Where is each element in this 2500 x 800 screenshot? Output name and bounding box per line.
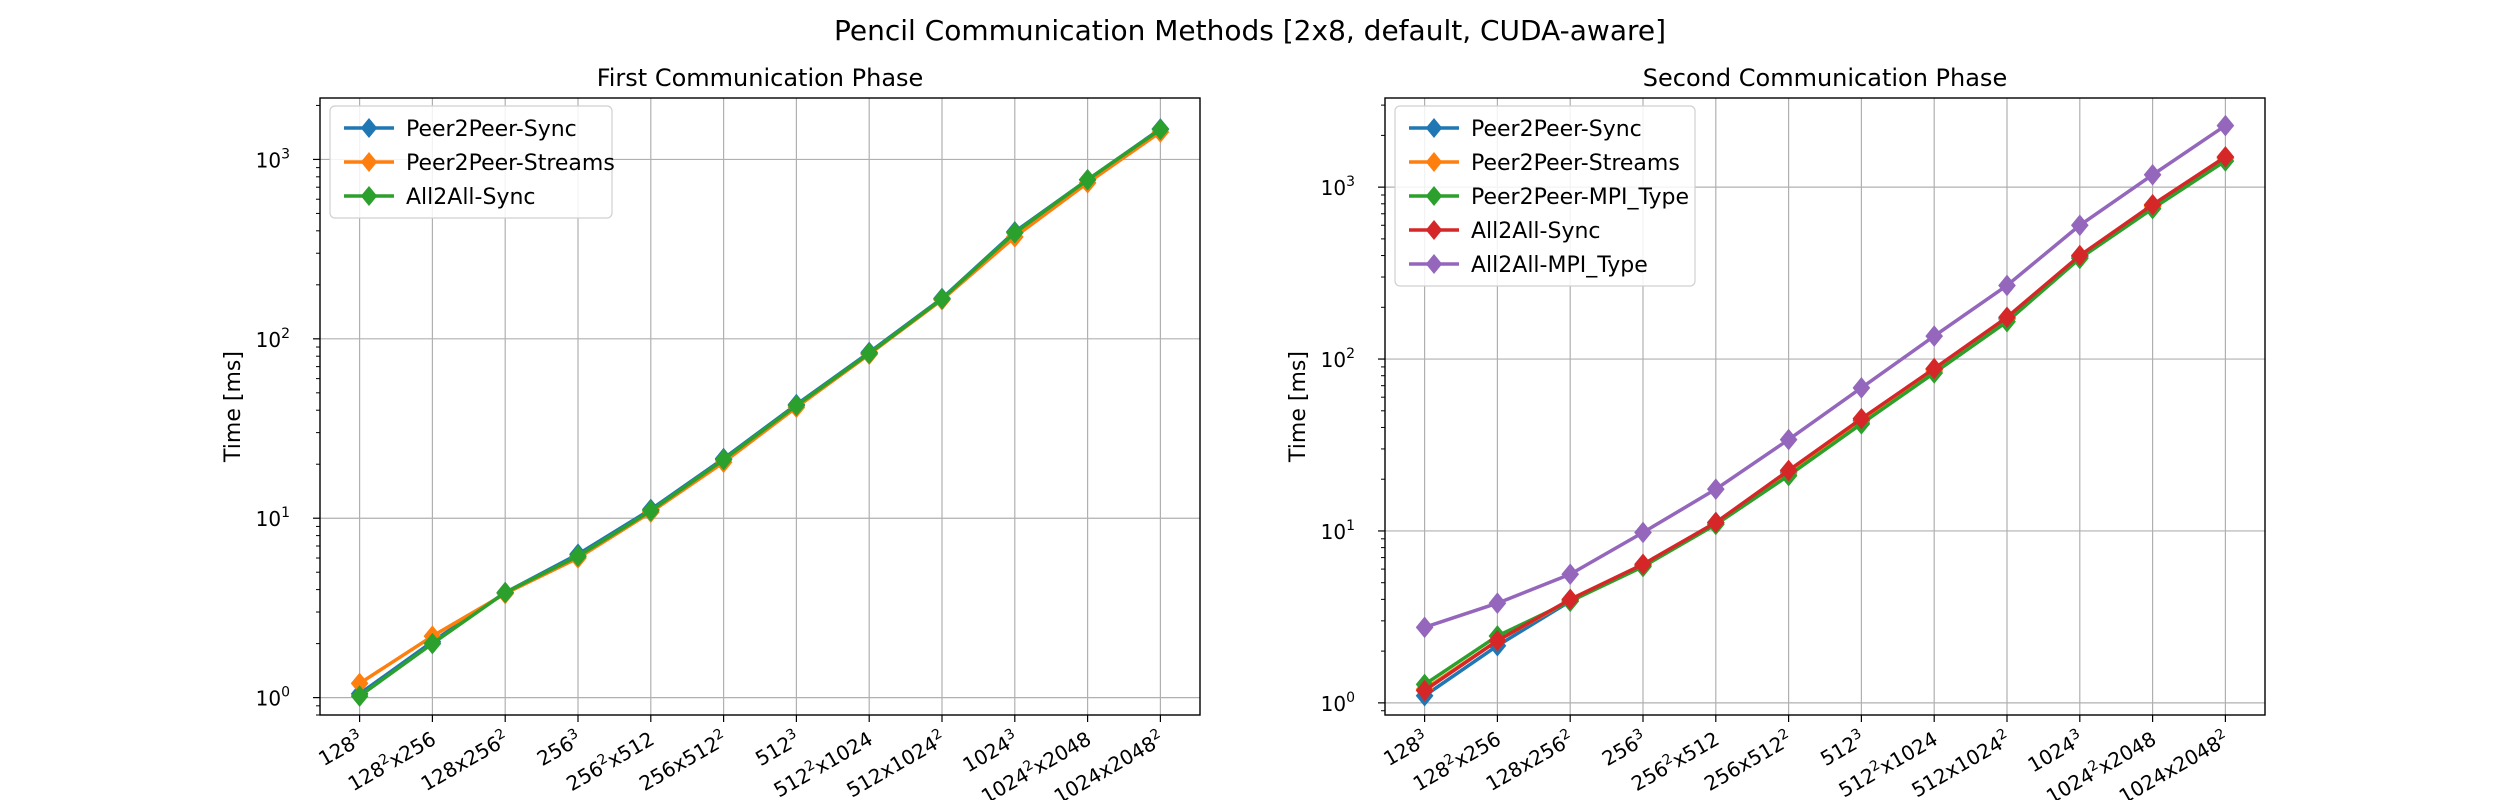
legend-box — [329, 105, 613, 219]
data-point — [1998, 274, 2016, 297]
data-point — [1706, 478, 1725, 500]
x-tick-label: 1283 — [314, 726, 367, 771]
series-all2all-mpi-type — [1415, 114, 2235, 639]
data-point — [2216, 114, 2235, 137]
legend-label: All2All-Sync — [406, 185, 536, 210]
data-point — [423, 632, 442, 655]
data-point — [1634, 521, 1652, 544]
legend-marker — [1425, 186, 1443, 206]
data-point — [350, 685, 369, 707]
legend-label: Peer2Peer-Streams — [1471, 151, 1680, 176]
y-tick-label: 103 — [256, 146, 290, 172]
data-point — [641, 500, 660, 522]
data-point — [1998, 306, 2016, 329]
data-point — [1706, 511, 1725, 534]
legend: Peer2Peer-Sync Peer2Peer-Streams Peer2Peer… — [1394, 105, 1696, 287]
legend-marker — [1425, 118, 1443, 138]
data-point — [2143, 163, 2162, 186]
x-tick-label: 2563 — [532, 726, 585, 771]
legend-marker — [360, 186, 378, 206]
data-point — [496, 581, 515, 604]
data-point — [714, 448, 733, 471]
legend: Peer2Peer-Sync Peer2Peer-Streams All2All-S… — [329, 105, 615, 219]
axes-frame — [319, 97, 1201, 716]
x-tick-label: 5123 — [1816, 726, 1869, 771]
series-all2all-sync — [1415, 146, 2235, 702]
chart-title: Second Communication Phase — [1643, 64, 2007, 92]
series-line — [1423, 155, 2227, 692]
chart-title: First Communication Phase — [597, 64, 924, 92]
legend-marker — [1425, 220, 1443, 240]
y-tick-label: 102 — [256, 326, 290, 352]
data-point — [1415, 679, 1434, 702]
legend-label: Peer2Peer-MPI_Type — [1471, 185, 1689, 210]
legend-marker — [1425, 152, 1443, 172]
data-point — [1488, 592, 1507, 614]
data-point — [860, 342, 879, 365]
legend-label: Peer2Peer-Sync — [1471, 117, 1642, 142]
data-point — [1779, 428, 1798, 451]
data-point — [1634, 553, 1652, 576]
y-axis-label: Time [ms] — [1286, 351, 1311, 463]
y-tick-label: 100 — [1321, 690, 1355, 716]
data-point — [933, 288, 951, 310]
data-point — [1561, 563, 1580, 586]
legend-label: Peer2Peer-Streams — [406, 151, 615, 176]
legend-label: All2All-MPI_Type — [1471, 253, 1648, 278]
data-point — [1415, 616, 1434, 639]
data-point — [1852, 407, 1871, 430]
series-all2all-sync — [350, 118, 1170, 707]
legend-label: All2All-Sync — [1471, 219, 1601, 244]
data-point — [1488, 629, 1507, 652]
axes-frame — [1384, 97, 2266, 716]
legend-box — [1394, 105, 1696, 287]
data-point — [2070, 244, 2089, 267]
y-tick-label: 101 — [1321, 518, 1355, 544]
x-tick-label: 1283 — [1379, 726, 1432, 771]
data-point — [1779, 459, 1798, 482]
legend-marker — [360, 152, 378, 172]
data-point — [2216, 146, 2235, 168]
data-point — [1852, 377, 1871, 399]
data-point — [1561, 588, 1580, 611]
x-tick-label: 2563 — [1597, 726, 1650, 771]
data-point — [1005, 222, 1024, 244]
y-tick-label: 101 — [256, 505, 290, 531]
y-tick-label: 102 — [1321, 346, 1355, 372]
y-tick-label: 100 — [256, 685, 290, 711]
legend-marker — [1425, 254, 1443, 274]
series-line — [358, 127, 1162, 698]
y-axis-label: Time [ms] — [221, 351, 246, 463]
data-point — [569, 545, 587, 567]
legend-label: Peer2Peer-Sync — [406, 117, 577, 142]
data-point — [1925, 357, 1944, 380]
data-point — [1925, 325, 1944, 347]
data-point — [1078, 169, 1097, 191]
series-line — [1424, 124, 2227, 630]
data-point — [2070, 214, 2089, 237]
data-point — [1151, 118, 1170, 141]
data-point — [2143, 193, 2162, 216]
figure-title: Pencil Communication Methods [2x8, defau… — [834, 14, 1666, 47]
legend-marker — [360, 118, 378, 138]
y-tick-label: 103 — [1321, 174, 1355, 200]
x-tick-label: 5123 — [751, 726, 804, 771]
data-point — [787, 394, 806, 417]
